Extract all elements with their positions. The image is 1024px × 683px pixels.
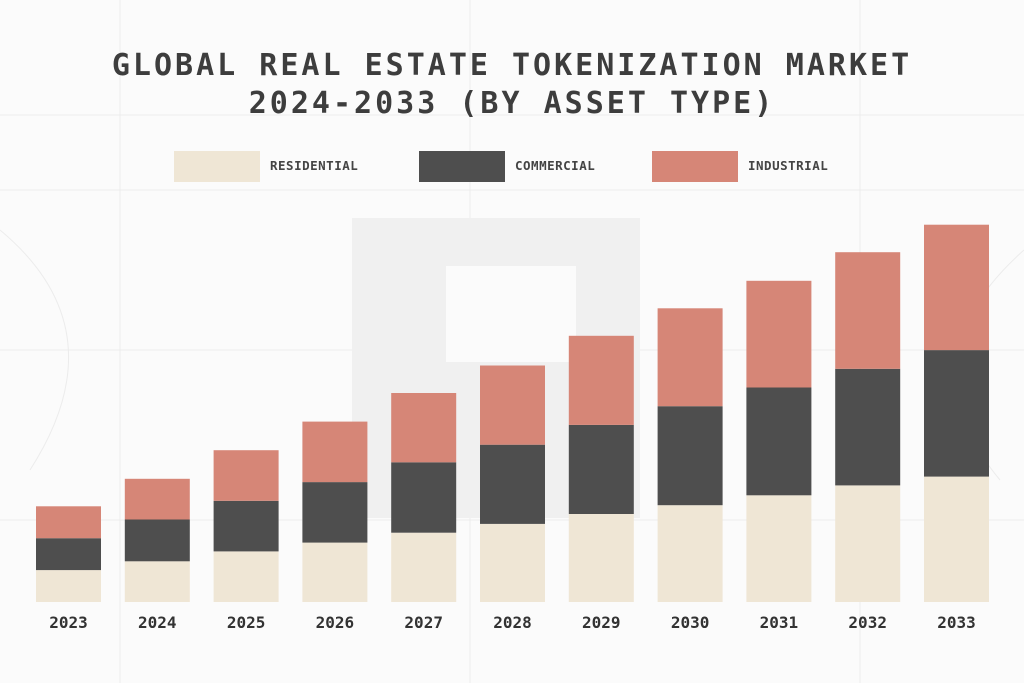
x-tick-label-2031: 2031 [760,613,799,632]
bar-industrial-2025 [213,450,279,501]
bar-industrial-2024 [124,478,190,520]
bar-industrial-2032 [835,252,901,369]
x-tick-label-2024: 2024 [138,613,177,632]
bar-residential-2032 [835,485,901,602]
bar-industrial-2030 [657,308,723,407]
legend-label-industrial: INDUSTRIAL [748,158,829,173]
legend-swatch-industrial [652,151,738,182]
bar-residential-2026 [302,542,368,602]
bar-industrial-2033 [924,224,989,351]
legend-swatch-residential [174,151,260,182]
x-tick-label-2026: 2026 [316,613,355,632]
bar-commercial-2024 [124,519,190,562]
bar-commercial-2023 [36,538,101,571]
bar-industrial-2023 [36,506,101,539]
bar-residential-2025 [213,551,279,602]
x-tick-label-2033: 2033 [937,613,976,632]
x-tick-label-2032: 2032 [848,613,887,632]
bar-industrial-2027 [391,393,457,463]
chart-title-line-1: GLOBAL REAL ESTATE TOKENIZATION MARKET [111,48,913,83]
bar-commercial-2032 [835,368,901,486]
x-tick-label-2030: 2030 [671,613,710,632]
bar-residential-2028 [480,523,545,602]
bar-commercial-2030 [657,406,723,506]
x-tick-label-2025: 2025 [227,613,266,632]
bar-residential-2023 [36,570,101,602]
legend-label-residential: RESIDENTIAL [270,158,359,173]
bar-residential-2030 [657,505,723,602]
bar-commercial-2027 [391,462,457,533]
bar-industrial-2026 [302,421,368,483]
legend-swatch-commercial [419,151,505,182]
bar-industrial-2028 [480,365,545,445]
bar-residential-2027 [391,532,457,602]
x-tick-label-2029: 2029 [582,613,621,632]
bar-residential-2033 [924,476,989,602]
bar-residential-2024 [124,561,190,602]
x-tick-label-2027: 2027 [404,613,443,632]
bar-commercial-2029 [568,424,634,514]
bar-commercial-2025 [213,500,279,552]
bar-residential-2031 [746,495,812,602]
bar-residential-2029 [568,514,634,602]
bar-industrial-2031 [746,280,812,388]
bar-commercial-2033 [924,350,989,477]
bar-commercial-2026 [302,482,368,543]
legend-label-commercial: COMMERCIAL [515,158,596,173]
chart-title-line-2: 2024-2033 (BY ASSET TYPE) [248,86,776,121]
x-tick-label-2028: 2028 [493,613,532,632]
x-tick-label-2023: 2023 [49,613,88,632]
bar-commercial-2031 [746,387,812,496]
bar-commercial-2028 [480,444,545,524]
bar-industrial-2029 [568,335,634,425]
